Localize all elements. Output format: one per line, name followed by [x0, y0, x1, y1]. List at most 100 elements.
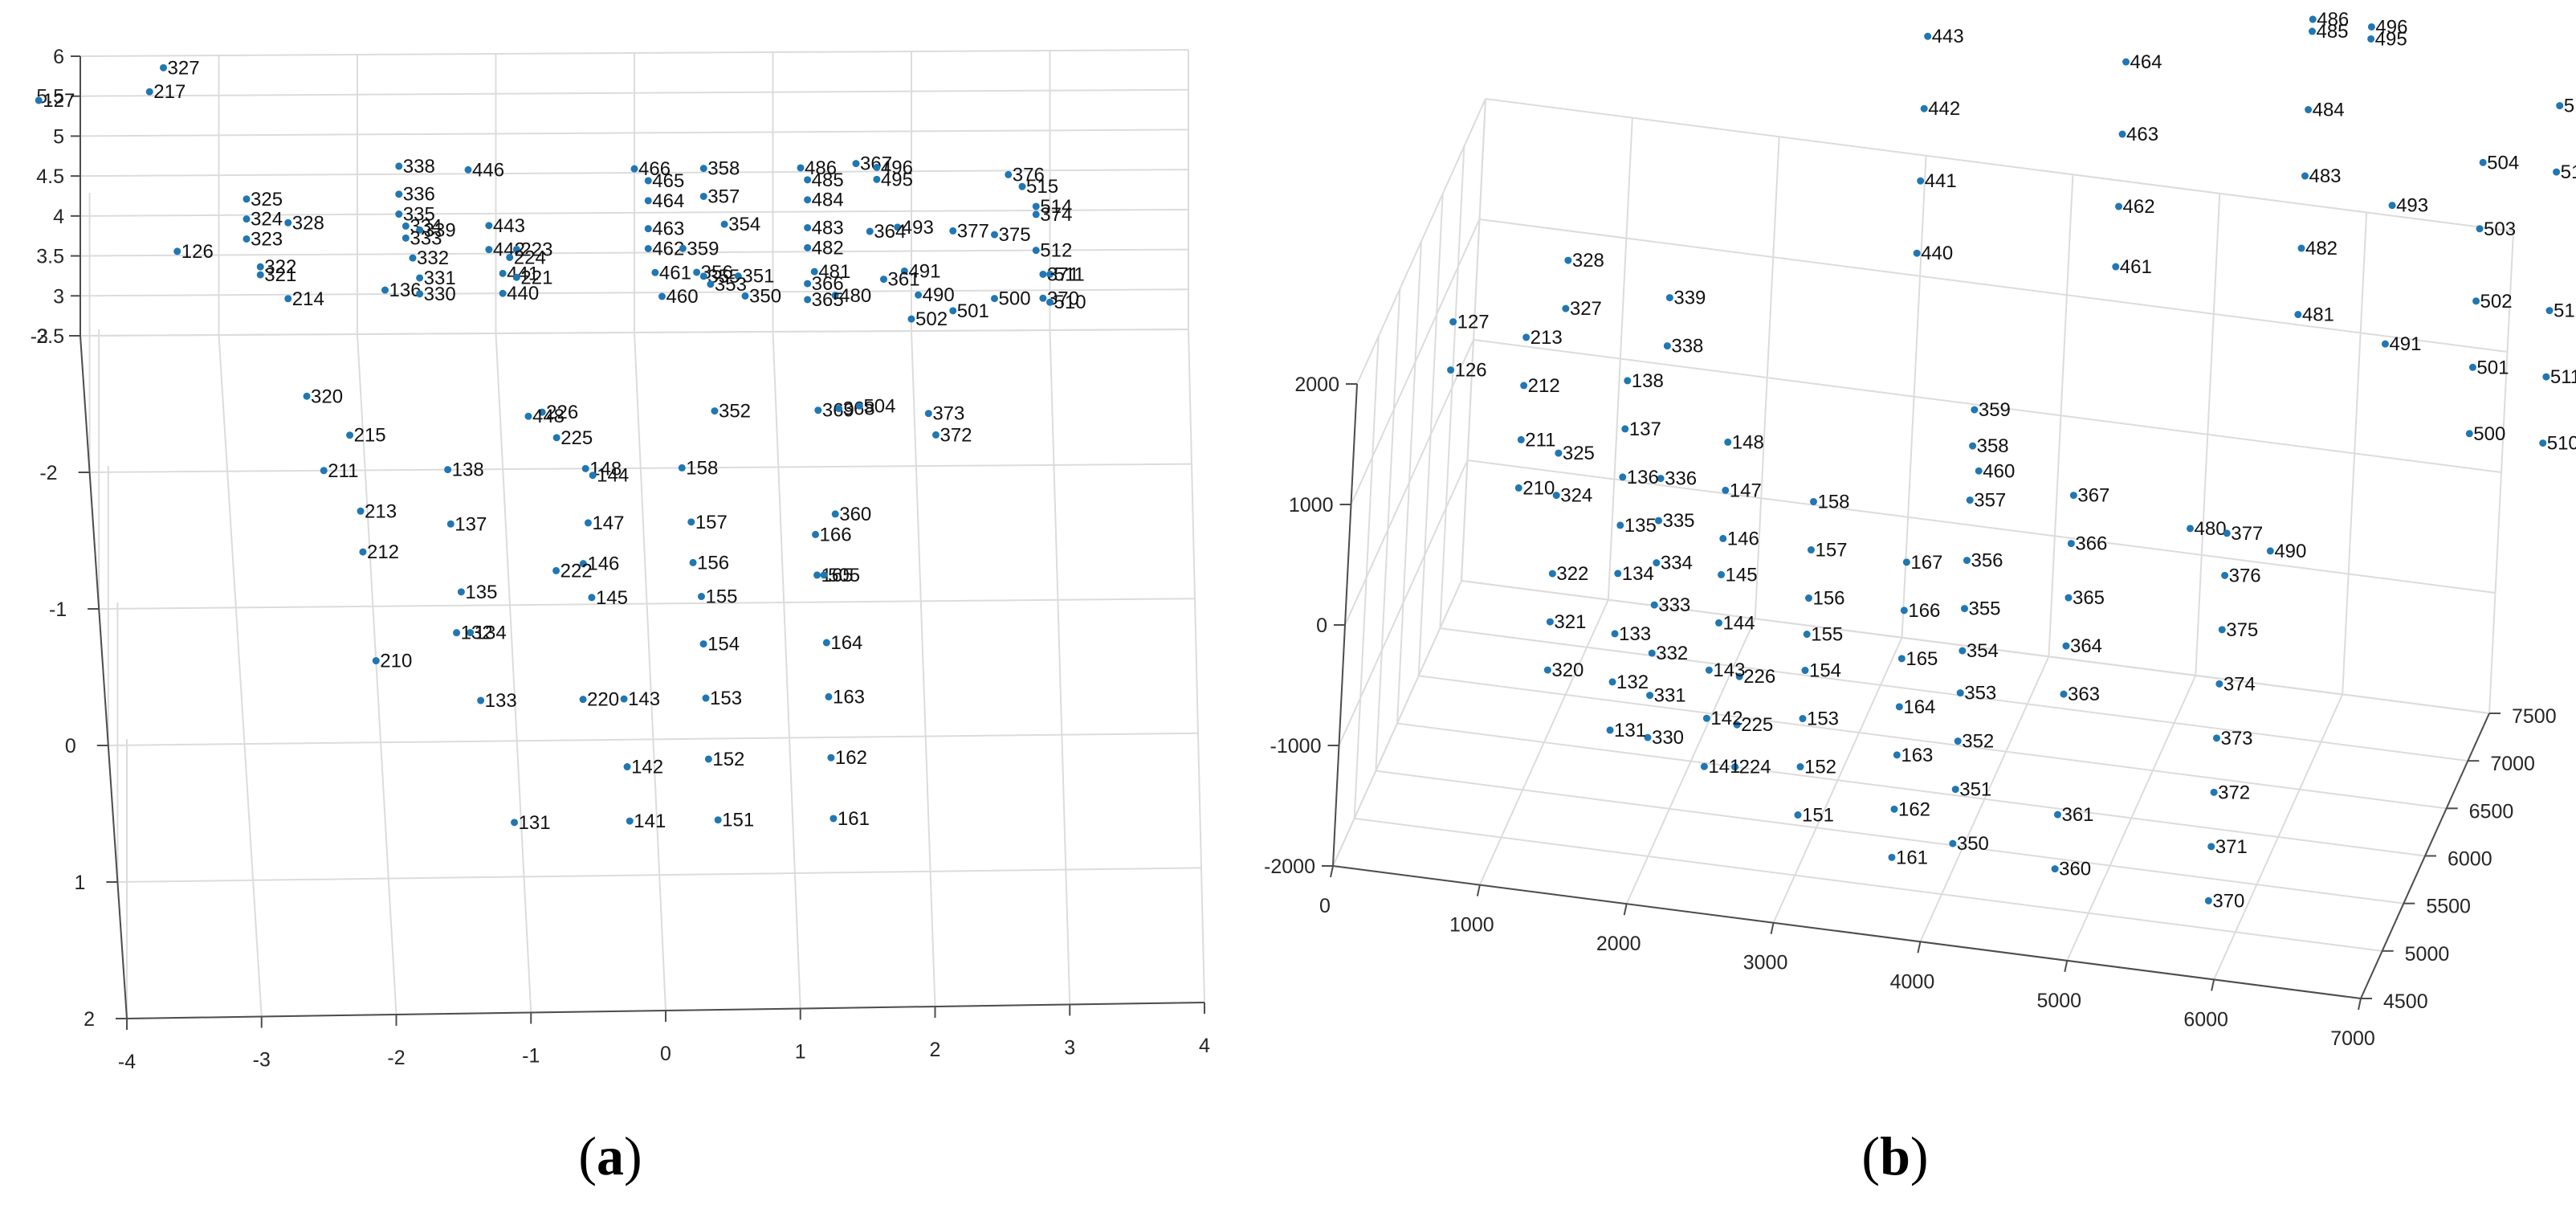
data-point: [2479, 158, 2487, 166]
data-point: [446, 520, 454, 528]
data-point: [1619, 473, 1627, 481]
grid-line: [89, 463, 1192, 473]
data-point: [2064, 594, 2073, 602]
data-point: [588, 594, 596, 602]
data-point-label: 490: [923, 284, 955, 306]
grid-line: [1439, 146, 1465, 629]
data-point: [499, 269, 507, 277]
caption-a: (a): [530, 1125, 691, 1188]
caption-a-open: (: [578, 1125, 597, 1186]
grid-line: [1607, 117, 1633, 600]
data-point-label: 154: [1809, 660, 1841, 682]
grid-line: [634, 332, 666, 1011]
data-point-label: 504: [2487, 152, 2519, 174]
data-point-label: 361: [888, 269, 920, 291]
data-point: [1522, 333, 1531, 341]
data-point: [243, 195, 251, 203]
data-point: [416, 290, 424, 298]
data-point: [1715, 619, 1723, 627]
data-point-label: 136: [389, 280, 422, 301]
chart-panel-a: -4 -3 -2 -1 0 1 2 3 4 -3 -2 -1 0 1 2 2.5 3 3.5 4 4.5 5 5.5 6 32…: [0, 0, 1253, 1221]
data-point: [1614, 570, 1622, 578]
data-point: [1520, 382, 1528, 390]
data-point-label: 460: [666, 286, 699, 308]
x-tick-label: 0: [660, 1043, 671, 1065]
y-tick-label: 7000: [2490, 753, 2535, 775]
data-point-label: 335: [1662, 510, 1694, 532]
data-point: [381, 286, 389, 294]
data-point: [2060, 690, 2068, 698]
data-point: [949, 227, 957, 235]
data-point: [581, 464, 589, 472]
data-point: [1794, 811, 1802, 819]
data-point: [1975, 467, 1983, 475]
x-tick: [1330, 865, 1334, 878]
data-point: [1650, 601, 1658, 609]
grid-line: [1396, 241, 1422, 724]
data-point-label: 212: [367, 541, 399, 563]
data-point-label: 366: [2075, 533, 2107, 555]
data-point-label: 167: [1910, 552, 1942, 574]
data-point: [2212, 734, 2220, 742]
caption-b-letter: b: [1880, 1125, 1910, 1186]
data-point-label: 165: [1906, 648, 1938, 670]
data-point-label: 360: [839, 504, 871, 525]
data-point: [2476, 225, 2484, 233]
data-point: [1046, 298, 1054, 306]
grid-line: [1396, 722, 2426, 857]
data-point: [2367, 22, 2375, 31]
data-point-label: 155: [705, 586, 737, 608]
data-point: [1039, 294, 1047, 302]
data-point: [714, 816, 722, 824]
data-point-label: 226: [1743, 666, 1775, 688]
data-point-label: 371: [2215, 836, 2248, 858]
data-point-label: 335: [403, 204, 435, 226]
data-point-label: 481: [818, 261, 850, 283]
data-point-label: 151: [1802, 805, 1834, 827]
grid-line: [1473, 339, 2502, 473]
data-point: [699, 272, 707, 280]
y-tick-label: -1: [49, 598, 67, 621]
data-point-label: 143: [628, 688, 660, 710]
data-point-label: 146: [1727, 528, 1759, 549]
data-point: [1900, 606, 1908, 615]
data-point: [2468, 363, 2476, 371]
data-point: [1564, 256, 1572, 264]
data-point: [256, 271, 264, 279]
z-tick-label: 1000: [1289, 494, 1334, 517]
z-tick-label: 5: [53, 125, 64, 148]
data-point-label: 491: [908, 260, 940, 282]
data-point-label: 501: [2476, 357, 2509, 378]
grid-line: [108, 732, 1199, 746]
data-point-label: 359: [687, 238, 719, 259]
data-point-label: 141: [634, 811, 666, 832]
data-point: [924, 410, 932, 418]
data-point: [1663, 342, 1671, 350]
data-point-label: 514: [1040, 196, 1072, 218]
data-point: [453, 629, 461, 637]
x-tick-label: -2: [387, 1047, 405, 1069]
grid-line: [79, 329, 1189, 337]
data-point: [589, 472, 597, 480]
data-point: [991, 295, 998, 303]
data-point: [506, 253, 514, 261]
data-point-label: 324: [1560, 485, 1592, 507]
data-point-label: 157: [695, 512, 728, 533]
data-point-label: 142: [1710, 708, 1742, 729]
data-point: [1893, 751, 1901, 759]
data-point: [915, 291, 923, 299]
data-point: [579, 696, 587, 704]
data-point: [2545, 307, 2554, 315]
data-point: [395, 210, 403, 218]
data-point-label: 490: [2274, 541, 2306, 562]
data-point: [395, 190, 403, 198]
data-point: [623, 763, 631, 771]
grid-line: [1375, 288, 1401, 771]
data-point-label: 161: [1896, 847, 1928, 868]
caption-a-close: ): [624, 1125, 642, 1186]
y-tick-label: 7500: [2512, 705, 2557, 728]
y-tick-label: 6000: [2448, 848, 2492, 871]
data-point-label: 371: [1047, 263, 1079, 285]
x-tick: [2211, 979, 2215, 991]
data-point-label: 374: [2223, 673, 2256, 695]
